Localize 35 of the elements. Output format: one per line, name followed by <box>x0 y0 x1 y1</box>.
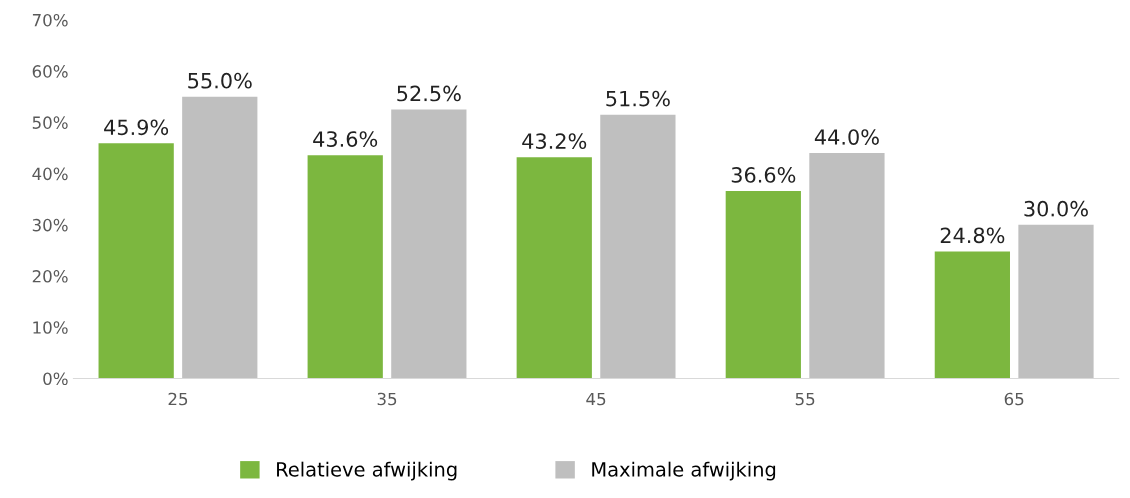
bar <box>516 157 592 379</box>
data-label: 36.6% <box>731 167 796 183</box>
x-tick-label: 35 <box>377 392 397 406</box>
x-tick-label: 65 <box>1004 392 1024 406</box>
y-tick-label: 40% <box>32 167 68 181</box>
data-label: 30.0% <box>1024 200 1088 217</box>
bar <box>600 114 676 379</box>
x-tick-label: 55 <box>795 392 815 406</box>
bar <box>307 155 383 379</box>
data-label: 43.6% <box>313 131 378 147</box>
y-tick-label: 20% <box>32 270 68 283</box>
bar <box>725 191 801 379</box>
data-label: 24.8% <box>940 227 1005 244</box>
data-label: 43.2% <box>522 133 587 149</box>
x-tick-label: 25 <box>168 392 188 406</box>
y-tick-label: 70% <box>32 13 68 27</box>
bar <box>182 96 258 379</box>
x-tick-label: 45 <box>586 392 606 406</box>
data-label: 51.5% <box>606 90 670 107</box>
y-tick-label: 0% <box>43 372 68 386</box>
bar <box>98 143 174 379</box>
y-tick-label: 10% <box>33 321 68 334</box>
y-tick-label: 30% <box>32 218 68 232</box>
data-label: 52.5% <box>397 85 461 102</box>
data-label: 45.9% <box>104 119 169 136</box>
bar <box>1018 224 1094 379</box>
y-tick-label: 50% <box>32 116 68 129</box>
data-label: 44.0% <box>814 129 879 145</box>
legend-label: Maximale afwijking <box>592 461 776 481</box>
y-tick-label: 60% <box>32 65 68 78</box>
legend-label: Relatieve afwijking <box>277 461 457 481</box>
bar <box>391 109 467 379</box>
bar <box>809 153 885 379</box>
data-label: 55.0% <box>188 72 252 89</box>
bar <box>934 251 1010 379</box>
